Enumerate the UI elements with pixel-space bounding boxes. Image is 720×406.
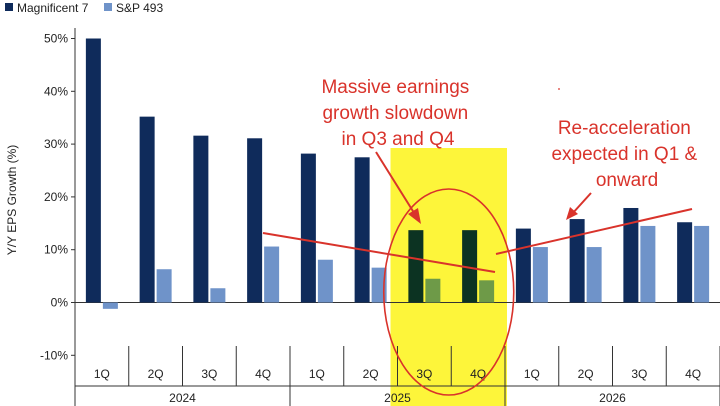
annotation-arrowhead-slowdown (408, 208, 421, 224)
y-tick-label: 10% (44, 243, 68, 257)
bar-sp493 (586, 247, 602, 303)
y-tick-label: 40% (44, 84, 68, 98)
y-tick-label: -10% (40, 348, 68, 362)
annotation-arrow-reacceleration (571, 192, 592, 215)
annotation-reacceleration-line-1: Re-acceleration (558, 118, 691, 139)
y-tick-label: 0% (51, 296, 69, 310)
x-year-label: 2026 (599, 391, 626, 405)
legend-label-magnificent-7: Magnificent 7 (17, 1, 89, 15)
bar-magnificent-7 (408, 230, 424, 303)
bar-sp493 (532, 247, 548, 303)
bar-sp493 (371, 267, 387, 303)
highlight-band (390, 148, 507, 406)
bar-sp493 (156, 269, 172, 303)
x-tick-label: 3Q (631, 367, 647, 381)
annotation-arrowhead-reacceleration (566, 207, 578, 220)
bar-sp493 (640, 225, 656, 303)
annotation-dot (558, 88, 560, 90)
bar-magnificent-7 (462, 230, 478, 303)
x-tick-label: 3Q (201, 367, 217, 381)
x-tick-label: 2Q (578, 367, 594, 381)
x-tick-label: 1Q (309, 367, 325, 381)
y-tick-label: 30% (44, 137, 68, 151)
bar-sp493 (425, 278, 441, 303)
bar-sp493 (317, 259, 333, 303)
axes-layer: -10% 0% 10% 20% 30% 40% 50% (40, 27, 720, 369)
bar-magnificent-7 (300, 153, 316, 303)
bar-magnificent-7 (569, 219, 585, 303)
annotation-slowdown-line-2: growth slowdown (322, 103, 468, 124)
annotation-reacceleration-line-3: onward (596, 170, 658, 191)
rise-trend-line (495, 208, 693, 255)
bar-magnificent-7 (354, 157, 370, 303)
x-tick-label: 1Q (94, 367, 110, 381)
annotations-layer: Massive earnings growth slowdown in Q3 a… (262, 77, 702, 396)
x-axis-layer: 1Q 2Q 3Q 4Q 1Q 2Q 3Q 4Q 1Q 2Q 3Q 4Q 2024 2025 2026 (74, 346, 720, 406)
highlight-ellipse (382, 188, 515, 396)
bar-sp493 (694, 225, 710, 303)
x-tick-label: 1Q (524, 367, 540, 381)
bar-magnificent-7 (193, 135, 209, 303)
y-tick-label: 20% (44, 190, 68, 204)
bar-magnificent-7 (677, 222, 693, 303)
bar-magnificent-7 (247, 138, 263, 303)
annotation-slowdown-line-3: in Q3 and Q4 (341, 129, 454, 150)
bar-magnificent-7 (515, 228, 531, 303)
x-tick-label: 4Q (685, 367, 701, 381)
bar-sp493 (479, 280, 495, 303)
x-year-label: 2025 (384, 391, 411, 405)
bar-magnificent-7 (623, 207, 639, 303)
bar-sp493 (264, 246, 280, 303)
decline-trend-line (262, 232, 496, 273)
annotation-reacceleration-line-2: expected in Q1 & (551, 144, 697, 165)
bar-sp493 (102, 302, 118, 309)
annotation-arrow-slowdown (375, 151, 417, 217)
annotation-slowdown-line-1: Massive earnings (321, 77, 469, 98)
annotation-reacceleration: Re-acceleration expected in Q1 & onward (551, 118, 702, 191)
annotation-slowdown: Massive earnings growth slowdown in Q3 a… (321, 77, 474, 150)
x-tick-label: 2Q (148, 367, 164, 381)
x-tick-label: 3Q (416, 367, 432, 381)
bar-magnificent-7 (139, 116, 155, 303)
legend-swatch-sp493 (104, 3, 112, 11)
y-axis-label: Y/Y EPS Growth (%) (5, 145, 19, 255)
legend-swatch-magnificent-7 (5, 3, 13, 11)
bar-sp493 (210, 288, 226, 303)
x-tick-label: 2Q (363, 367, 379, 381)
y-tick-label: 50% (44, 32, 68, 46)
legend-label-sp493: S&P 493 (116, 1, 163, 15)
bar-magnificent-7 (85, 38, 101, 303)
x-tick-label: 4Q (255, 367, 271, 381)
x-tick-label: 4Q (470, 367, 486, 381)
legend: Magnificent 7 S&P 493 (5, 1, 163, 15)
highlight-band-layer (390, 148, 507, 406)
x-year-label: 2024 (169, 391, 196, 405)
